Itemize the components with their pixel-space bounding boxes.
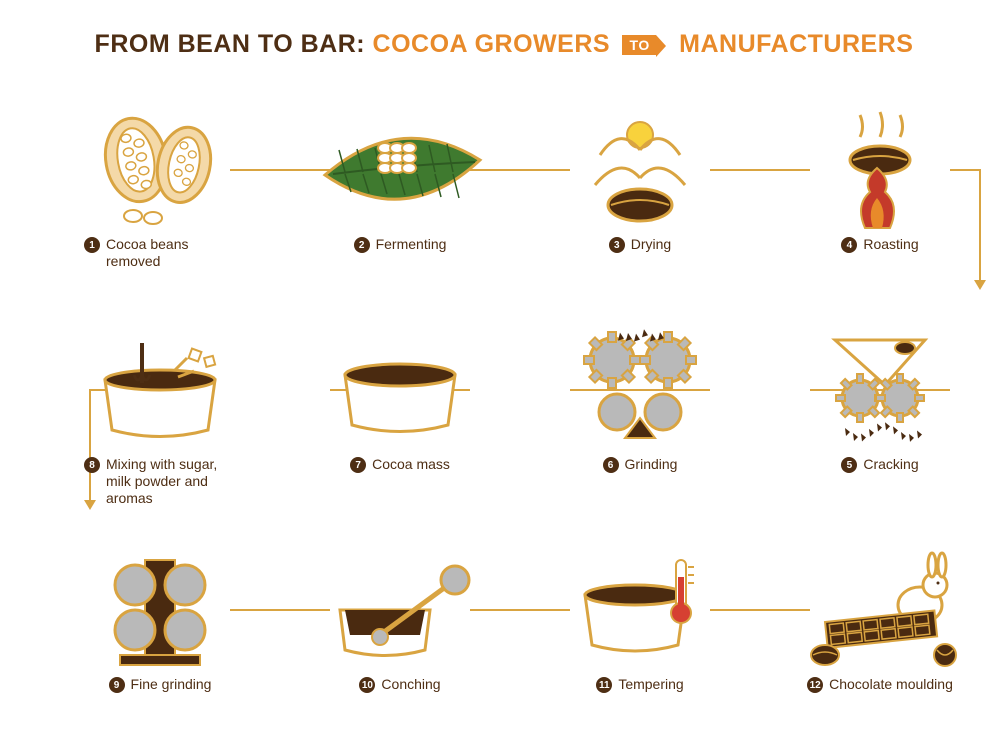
stage-label: Fine grinding bbox=[131, 676, 212, 693]
stage-label-row: 2 Fermenting bbox=[310, 236, 490, 253]
stage-9: 9 Fine grinding bbox=[70, 550, 250, 693]
moulding-icon bbox=[800, 550, 960, 670]
stage-label: Tempering bbox=[618, 676, 683, 693]
stage-number-badge: 8 bbox=[84, 457, 100, 473]
title-part-b-right: MANUFACTURERS bbox=[679, 30, 913, 58]
stage-label-row: 9 Fine grinding bbox=[70, 676, 250, 693]
roasting-icon bbox=[800, 110, 960, 230]
stage-number-badge: 6 bbox=[603, 457, 619, 473]
stage-label: Fermenting bbox=[376, 236, 447, 253]
cracking-icon bbox=[800, 330, 960, 450]
stage-number-badge: 7 bbox=[350, 457, 366, 473]
stage-label-row: 6 Grinding bbox=[550, 456, 730, 473]
stage-label: Conching bbox=[381, 676, 440, 693]
fine-grind-icon bbox=[80, 550, 240, 670]
stage-number-badge: 3 bbox=[609, 237, 625, 253]
page-title: FROM BEAN TO BAR: COCOA GROWERS TO MANUF… bbox=[0, 30, 1008, 59]
stage-7: 7 Cocoa mass bbox=[310, 330, 490, 473]
pods-icon bbox=[80, 110, 240, 230]
stage-number-badge: 10 bbox=[359, 677, 375, 693]
stage-3: 3 Drying bbox=[550, 110, 730, 253]
stage-label-row: 11 Tempering bbox=[550, 676, 730, 693]
stage-number-badge: 12 bbox=[807, 677, 823, 693]
stage-number-badge: 1 bbox=[84, 237, 100, 253]
stage-number-badge: 11 bbox=[596, 677, 612, 693]
stage-number-badge: 9 bbox=[109, 677, 125, 693]
stage-number-badge: 4 bbox=[841, 237, 857, 253]
stage-label-row: 12 Chocolate moulding bbox=[790, 676, 970, 693]
stage-label: Chocolate moulding bbox=[829, 676, 953, 693]
stage-label: Cocoa beans removed bbox=[106, 236, 236, 270]
drying-icon bbox=[560, 110, 720, 230]
stage-1: 1 Cocoa beans removed bbox=[70, 110, 250, 270]
mixing-icon bbox=[80, 330, 240, 450]
stage-11: 11 Tempering bbox=[550, 550, 730, 693]
stage-label-row: 8 Mixing with sugar, milk powder and aro… bbox=[70, 456, 250, 506]
stage-label-row: 7 Cocoa mass bbox=[310, 456, 490, 473]
cocoa-mass-icon bbox=[320, 330, 480, 450]
stage-label-row: 3 Drying bbox=[550, 236, 730, 253]
stage-label-row: 10 Conching bbox=[310, 676, 490, 693]
stage-6: 6 Grinding bbox=[550, 330, 730, 473]
tempering-icon bbox=[560, 550, 720, 670]
stage-5: 5 Cracking bbox=[790, 330, 970, 473]
stage-label-row: 4 Roasting bbox=[790, 236, 970, 253]
stage-10: 10 Conching bbox=[310, 550, 490, 693]
stage-8: 8 Mixing with sugar, milk powder and aro… bbox=[70, 330, 250, 506]
leaf-icon bbox=[320, 110, 480, 230]
stage-label: Roasting bbox=[863, 236, 918, 253]
stage-label: Grinding bbox=[625, 456, 678, 473]
stage-label: Mixing with sugar, milk powder and aroma… bbox=[106, 456, 236, 506]
stage-number-badge: 5 bbox=[841, 457, 857, 473]
stage-4: 4 Roasting bbox=[790, 110, 970, 253]
grinding-icon bbox=[560, 330, 720, 450]
stage-2: 2 Fermenting bbox=[310, 110, 490, 253]
stage-label-row: 5 Cracking bbox=[790, 456, 970, 473]
title-badge: TO bbox=[622, 35, 656, 55]
stage-label: Drying bbox=[631, 236, 671, 253]
title-part-a: FROM BEAN TO BAR: bbox=[95, 30, 373, 58]
stage-number-badge: 2 bbox=[354, 237, 370, 253]
stage-12: 12 Chocolate moulding bbox=[790, 550, 970, 693]
stage-label: Cracking bbox=[863, 456, 918, 473]
conching-icon bbox=[320, 550, 480, 670]
stage-label: Cocoa mass bbox=[372, 456, 450, 473]
title-part-b-left: COCOA GROWERS bbox=[373, 30, 611, 58]
stage-label-row: 1 Cocoa beans removed bbox=[70, 236, 250, 270]
